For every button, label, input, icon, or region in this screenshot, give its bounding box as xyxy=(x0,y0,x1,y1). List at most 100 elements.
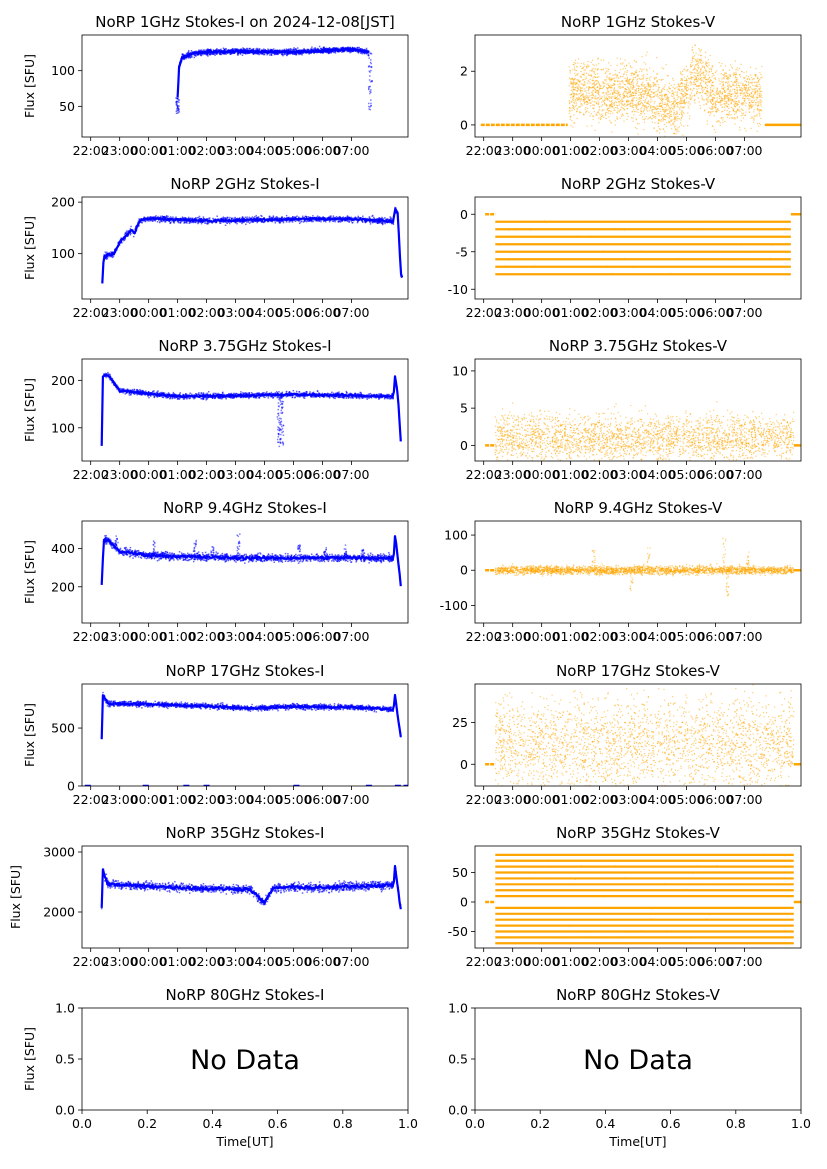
data-point xyxy=(355,49,358,52)
data-point xyxy=(725,101,728,103)
data-point xyxy=(118,244,121,246)
data-point xyxy=(267,48,269,50)
data-point xyxy=(219,50,222,53)
data-point xyxy=(178,110,181,113)
data-point xyxy=(615,101,618,104)
data-point xyxy=(677,91,679,93)
data-point xyxy=(592,100,594,102)
data-point xyxy=(664,131,666,133)
data-point xyxy=(685,65,687,68)
data-point xyxy=(670,110,673,112)
data-point xyxy=(734,94,736,97)
data-point xyxy=(370,69,372,72)
data-point xyxy=(592,107,594,109)
data-point xyxy=(594,73,596,76)
data-point xyxy=(695,78,697,80)
data-point xyxy=(585,94,587,96)
data-point xyxy=(662,103,664,105)
data-point xyxy=(606,83,608,85)
x-tick-label: 06:00 xyxy=(304,143,340,158)
data-point xyxy=(366,217,369,220)
data-point xyxy=(596,80,598,82)
data-point xyxy=(754,85,756,87)
data-point xyxy=(356,221,359,224)
data-point xyxy=(286,54,289,56)
data-point xyxy=(298,222,301,225)
data-point xyxy=(198,49,200,51)
data-point xyxy=(185,56,188,59)
data-point xyxy=(569,103,571,105)
data-point xyxy=(593,72,595,74)
data-point xyxy=(744,80,746,82)
data-point xyxy=(572,126,574,128)
data-point xyxy=(706,94,708,97)
data-point xyxy=(632,100,634,102)
data-point xyxy=(698,66,700,68)
data-point xyxy=(589,95,591,97)
data-point xyxy=(730,91,732,93)
data-point xyxy=(637,102,639,104)
data-point xyxy=(753,78,755,80)
data-point xyxy=(113,253,116,256)
data-point xyxy=(365,49,368,51)
data-point xyxy=(703,66,705,68)
data-point xyxy=(669,108,671,110)
data-point xyxy=(185,219,187,222)
data-point xyxy=(218,50,221,53)
data-point xyxy=(593,81,595,83)
data-point xyxy=(680,111,682,114)
data-point xyxy=(571,100,573,102)
data-point xyxy=(760,90,762,92)
data-point xyxy=(680,102,682,105)
data-point xyxy=(700,79,702,81)
data-point xyxy=(597,57,599,59)
data-point xyxy=(195,51,198,53)
data-point xyxy=(586,86,588,88)
data-point xyxy=(592,115,595,118)
data-point xyxy=(749,95,752,98)
data-point xyxy=(598,63,600,65)
data-point xyxy=(679,103,681,105)
data-point xyxy=(593,83,595,85)
data-point xyxy=(727,97,729,100)
data-point xyxy=(257,216,260,218)
data-point xyxy=(324,219,326,222)
data-point xyxy=(202,50,205,53)
data-point xyxy=(681,113,683,115)
data-point xyxy=(180,60,183,63)
data-point xyxy=(693,55,696,57)
data-point xyxy=(757,86,759,88)
data-point xyxy=(630,74,632,76)
data-point xyxy=(656,107,659,110)
data-point xyxy=(177,105,179,107)
data-point xyxy=(707,59,709,61)
data-point xyxy=(721,81,723,83)
data-point xyxy=(583,66,585,68)
data-point xyxy=(590,74,592,76)
data-point xyxy=(632,72,634,74)
data-point xyxy=(713,97,715,99)
data-point xyxy=(587,64,589,66)
data-point xyxy=(321,49,324,52)
data-point xyxy=(605,67,607,69)
data-point xyxy=(633,92,635,94)
data-point xyxy=(187,51,189,54)
data-point xyxy=(733,82,735,84)
data-point xyxy=(576,81,578,83)
data-point xyxy=(631,99,633,101)
data-point xyxy=(742,97,745,100)
data-point xyxy=(370,104,373,107)
data-point xyxy=(365,47,368,50)
data-point xyxy=(112,251,115,253)
data-point xyxy=(649,117,651,119)
data-point xyxy=(675,125,677,127)
data-point xyxy=(218,218,220,221)
data-point xyxy=(178,99,180,101)
data-point xyxy=(223,220,226,223)
data-point xyxy=(614,124,616,126)
data-point xyxy=(574,59,577,61)
data-point xyxy=(672,102,674,105)
data-point xyxy=(677,127,679,129)
data-point xyxy=(623,96,625,98)
data-point xyxy=(633,86,635,88)
